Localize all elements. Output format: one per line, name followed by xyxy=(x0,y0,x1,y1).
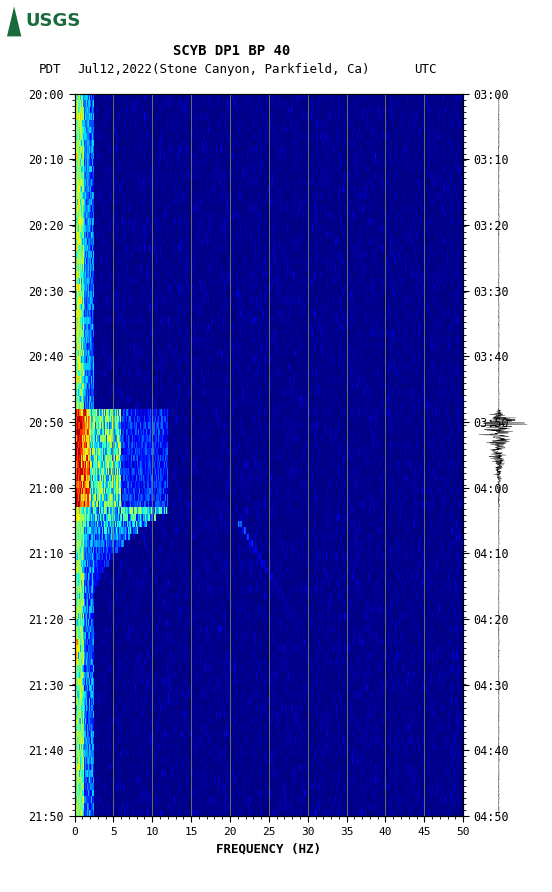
Text: USGS: USGS xyxy=(25,12,81,30)
Text: (Stone Canyon, Parkfield, Ca): (Stone Canyon, Parkfield, Ca) xyxy=(152,62,369,76)
X-axis label: FREQUENCY (HZ): FREQUENCY (HZ) xyxy=(216,842,321,855)
Text: SCYB DP1 BP 40: SCYB DP1 BP 40 xyxy=(173,44,290,58)
Text: UTC: UTC xyxy=(414,62,437,76)
Text: Jul12,2022: Jul12,2022 xyxy=(77,62,152,76)
Polygon shape xyxy=(7,6,22,37)
Text: PDT: PDT xyxy=(39,62,61,76)
